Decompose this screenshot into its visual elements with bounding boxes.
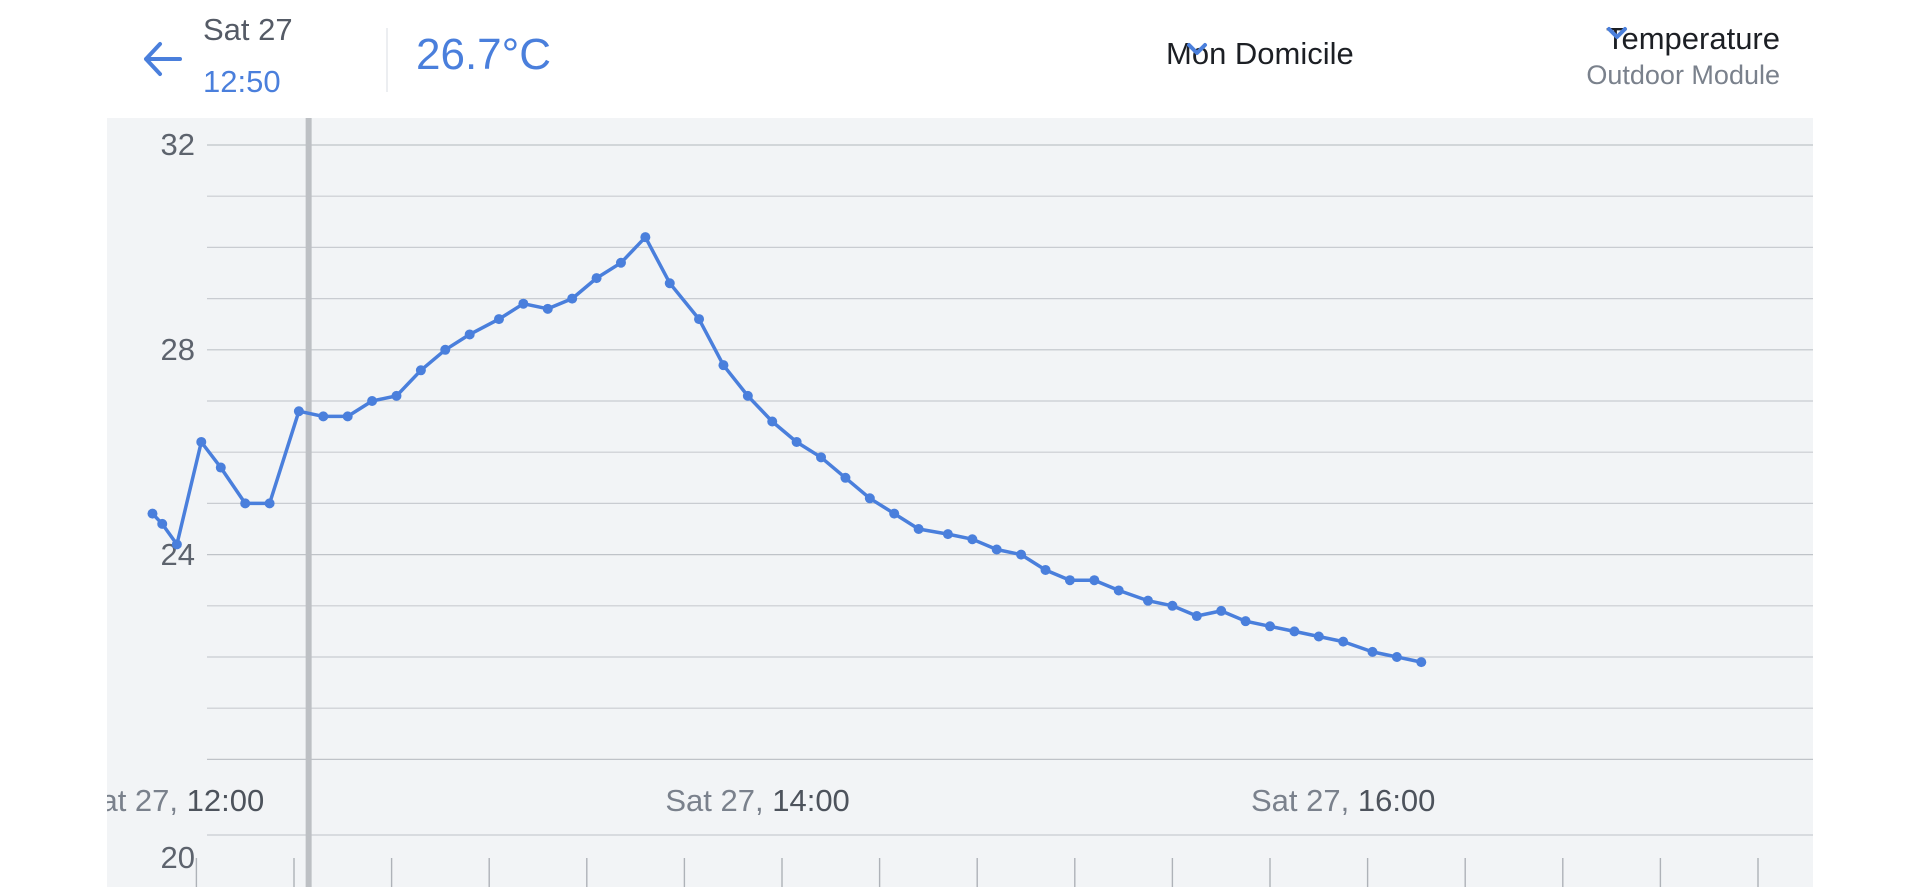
data-point [342,411,353,422]
data-point [694,314,705,325]
y-tick-label: 32 [161,127,195,162]
data-point [791,436,802,447]
chevron-down-icon [1187,43,1207,55]
temperature-line [151,235,1422,664]
data-point [196,436,207,447]
data-point [367,396,378,406]
data-point [518,298,529,309]
data-point [591,273,602,284]
x-tick-label: Sat 27, 12:00 [107,783,264,818]
data-point [967,534,978,545]
data-point [1089,575,1100,586]
data-point [1040,564,1051,575]
data-point [640,232,651,243]
selected-date: Sat 27 [203,12,293,47]
data-point [913,524,924,534]
chevron-down-icon [1607,27,1628,39]
data-point [840,472,851,483]
metric-name: Temperature [1605,21,1780,56]
data-point [864,493,875,504]
data-point [318,411,329,422]
x-tick-label: Sat 27, 14:00 [665,783,849,818]
data-point [147,508,158,519]
data-point [1289,626,1300,637]
data-point [542,303,553,314]
data-point [567,293,578,304]
data-point [1064,575,1075,586]
data-point [464,329,475,340]
data-point [1113,585,1124,596]
home-selector[interactable]: Mon Domicile [1166,36,1354,72]
data-point [415,365,426,376]
data-point [991,544,1002,555]
y-tick-label: 20 [161,840,195,875]
data-point [1143,595,1153,606]
data-point [1391,652,1402,662]
data-point [1016,549,1027,560]
metric-selector[interactable]: Temperature Outdoor Module [1586,20,1780,92]
back-button[interactable] [140,36,186,82]
data-point [942,529,953,540]
data-point [767,416,778,427]
data-point [157,518,168,529]
data-point [1240,616,1251,627]
data-point [1167,600,1178,611]
data-point [293,406,304,417]
x-tick-label: Sat 27, 16:00 [1251,783,1435,818]
data-point [718,360,729,371]
data-point [391,390,402,401]
header-bar: Sat 27 12:50 26.7°C Mon Domicile Tempera… [0,0,1920,118]
data-point [240,498,251,509]
temperature-reading: 26.7°C [416,30,552,79]
arrow-left-icon [144,42,182,76]
selected-time: 12:50 [203,64,281,99]
data-point [816,452,827,463]
data-point [171,539,182,550]
data-point [1216,605,1227,616]
data-point [493,314,504,325]
header-divider [386,28,388,92]
data-point [664,278,675,289]
data-point [889,508,900,519]
data-point [215,462,226,473]
data-point [1416,657,1427,668]
data-point [1367,646,1378,657]
data-point [1313,631,1324,642]
data-point [1265,621,1275,632]
data-point [440,344,451,355]
data-point [1338,636,1349,647]
data-point [264,498,275,509]
module-name: Outdoor Module [1586,60,1780,90]
data-point [615,257,626,268]
data-point [1191,611,1202,622]
y-tick-label: 28 [161,332,195,367]
data-point [742,390,753,401]
